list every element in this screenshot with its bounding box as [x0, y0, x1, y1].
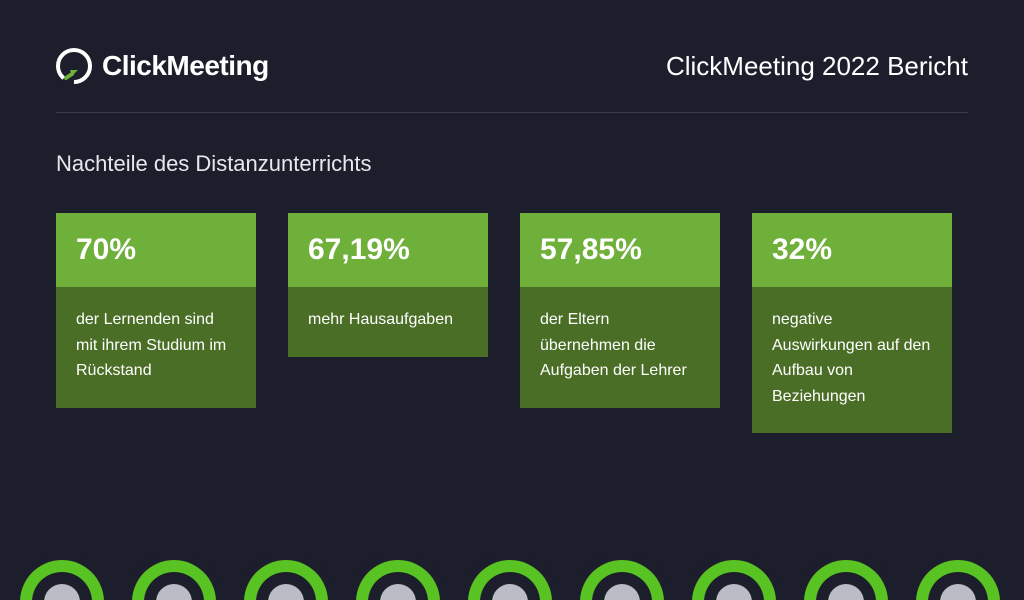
stat-card-body: der Lernenden sind mit ihrem Studium im … [56, 287, 256, 408]
ring-icon [1020, 552, 1024, 600]
stat-card-body: der Eltern übernehmen die Aufgaben der L… [520, 287, 720, 408]
stat-card: 32% negative Auswirkungen auf den Aufbau… [752, 213, 952, 433]
stat-cards-row: 70% der Lernenden sind mit ihrem Studium… [56, 213, 968, 433]
ring-icon [12, 552, 112, 600]
stat-card-header: 32% [752, 213, 952, 287]
report-title: ClickMeeting 2022 Bericht [666, 51, 968, 82]
stat-description: der Eltern übernehmen die Aufgaben der L… [540, 307, 700, 384]
stat-card: 67,19% mehr Hausaufgaben [288, 213, 488, 357]
section-title: Nachteile des Distanzunterrichts [56, 151, 968, 177]
stat-description: negative Auswirkungen auf den Aufbau von… [772, 307, 932, 409]
ring-icon [684, 552, 784, 600]
stat-percent: 32% [772, 233, 932, 267]
stat-percent: 70% [76, 233, 236, 267]
ring-icon [460, 552, 560, 600]
brand-name: ClickMeeting [102, 50, 269, 82]
page-header: ClickMeeting ClickMeeting 2022 Bericht [56, 48, 968, 113]
ring-icon [236, 552, 336, 600]
ring-icon [124, 552, 224, 600]
stat-description: der Lernenden sind mit ihrem Studium im … [76, 307, 236, 384]
stat-percent: 67,19% [308, 233, 468, 267]
ring-icon [572, 552, 672, 600]
stat-card-body: negative Auswirkungen auf den Aufbau von… [752, 287, 952, 433]
ring-icon [796, 552, 896, 600]
brand-logo: ClickMeeting [56, 48, 269, 84]
report-page: ClickMeeting ClickMeeting 2022 Bericht N… [0, 0, 1024, 600]
stat-card-body: mehr Hausaufgaben [288, 287, 488, 357]
stat-card: 70% der Lernenden sind mit ihrem Studium… [56, 213, 256, 408]
stat-card: 57,85% der Eltern übernehmen die Aufgabe… [520, 213, 720, 408]
stat-description: mehr Hausaufgaben [308, 307, 468, 333]
stat-card-header: 70% [56, 213, 256, 287]
clickmeeting-logo-icon [56, 48, 92, 84]
ring-icon [908, 552, 1008, 600]
stat-card-header: 57,85% [520, 213, 720, 287]
stat-percent: 57,85% [540, 233, 700, 267]
decorative-rings-row [0, 552, 1024, 600]
stat-card-header: 67,19% [288, 213, 488, 287]
ring-icon [348, 552, 448, 600]
